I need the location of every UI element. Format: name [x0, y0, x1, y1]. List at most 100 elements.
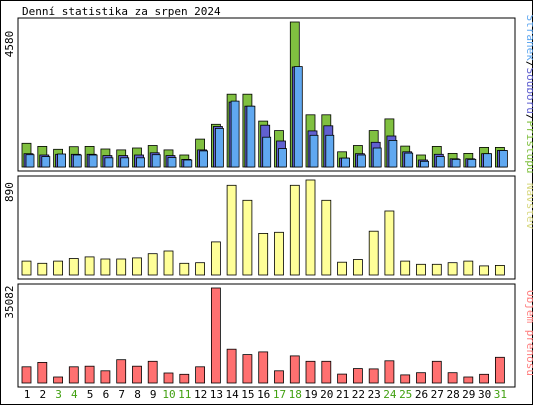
day-label-14: 14	[225, 388, 239, 401]
bar-visits-day-13	[210, 241, 221, 276]
bar-pages-day-29	[467, 158, 477, 168]
day-label-23: 23	[368, 388, 381, 401]
bar-pages-day-9	[151, 154, 161, 168]
bar-pages-day-28	[451, 158, 461, 168]
bar-visits-day-1	[21, 260, 32, 276]
bar-visits-day-17	[274, 231, 284, 276]
bar-pages-day-22	[356, 154, 366, 168]
bar-visits-day-31	[494, 264, 505, 276]
day-label-20: 20	[320, 388, 333, 401]
bar-volume-day-17	[274, 370, 284, 384]
day-label-1: 1	[24, 388, 31, 401]
bottom-legend: Objem přenosu	[524, 290, 533, 376]
bar-volume-day-1	[21, 366, 32, 384]
day-labels: 1 2 3 4 5 6 7 8 9 10 11 12 13 14 15 16 17 18 19 20 21 22 23 24 2…	[24, 388, 507, 401]
bar-volume-day-5	[84, 365, 95, 384]
bar-visits-day-10	[163, 250, 174, 276]
top-legend: Stránek/Souborů/Přístupů	[524, 15, 533, 174]
bar-pages-day-10	[167, 157, 177, 168]
bar-volume-day-12	[195, 366, 206, 384]
day-label-10: 10	[162, 388, 175, 401]
day-label-30: 30	[478, 388, 491, 401]
bar-pages-day-5	[88, 154, 98, 168]
day-label-16: 16	[257, 388, 270, 401]
bar-volume-day-13	[210, 287, 221, 384]
bar-visits-day-30	[479, 265, 490, 276]
bar-pages-day-2	[41, 156, 51, 168]
bar-visits-day-15	[242, 199, 253, 276]
legend-pages: Stránek	[524, 15, 533, 62]
legend-files: Souborů	[524, 68, 533, 114]
bar-volume-day-19	[305, 360, 316, 384]
panel-middle-frame	[17, 175, 516, 280]
bottom-panel-bars	[21, 287, 505, 384]
bar-visits-day-24	[384, 210, 395, 276]
bar-visits-day-22	[352, 259, 363, 276]
day-label-12: 12	[194, 388, 207, 401]
day-label-11: 11	[178, 388, 191, 401]
bar-visits-day-19	[305, 179, 316, 276]
day-label-13: 13	[210, 388, 223, 401]
day-label-29: 29	[462, 388, 475, 401]
day-label-21: 21	[336, 388, 349, 401]
bar-pages-day-6	[104, 157, 114, 168]
bar-visits-day-7	[116, 258, 127, 276]
bar-pages-day-17	[278, 148, 287, 168]
bar-visits-day-8	[132, 257, 142, 276]
middle-legend: Návštěv	[524, 183, 533, 230]
bar-pages-day-30	[483, 153, 493, 168]
bar-pages-day-24	[388, 139, 398, 168]
bar-pages-day-26	[420, 160, 429, 168]
bar-pages-day-23	[372, 147, 382, 168]
bar-volume-day-8	[132, 365, 142, 384]
day-label-25: 25	[399, 388, 412, 401]
bar-volume-day-4	[68, 366, 79, 384]
bar-pages-day-4	[72, 154, 82, 168]
bar-visits-day-4	[68, 258, 79, 276]
bar-volume-day-16	[258, 351, 269, 384]
bar-pages-day-18	[293, 66, 303, 168]
day-label-6: 6	[103, 388, 110, 401]
legend-sep-1: /	[524, 61, 533, 68]
bar-visits-day-25	[400, 260, 411, 276]
bar-visits-day-12	[195, 262, 206, 276]
bar-volume-day-31	[494, 356, 505, 384]
day-label-31: 31	[494, 388, 507, 401]
bar-pages-day-11	[183, 159, 193, 168]
day-label-19: 19	[304, 388, 317, 401]
bar-pages-day-21	[341, 157, 351, 168]
bar-visits-day-14	[226, 184, 237, 276]
day-label-27: 27	[431, 388, 444, 401]
bar-volume-day-10	[163, 372, 174, 384]
bar-visits-day-28	[447, 262, 458, 276]
bar-visits-day-9	[147, 253, 158, 276]
middle-ymax-label: 890	[3, 182, 16, 202]
day-label-22: 22	[352, 388, 365, 401]
bar-volume-day-29	[463, 376, 474, 384]
bar-volume-day-6	[100, 370, 111, 384]
bottom-ymax-label: 35082	[3, 285, 16, 318]
bar-pages-day-7	[120, 157, 130, 168]
bar-visits-day-26	[416, 263, 426, 276]
bar-visits-day-23	[368, 230, 379, 276]
bar-visits-day-29	[463, 260, 474, 276]
top-panel-bars	[21, 21, 508, 168]
day-label-4: 4	[71, 388, 78, 401]
bar-pages-day-12	[199, 150, 209, 168]
day-label-8: 8	[134, 388, 141, 401]
bar-visits-day-3	[53, 260, 63, 276]
bar-visits-day-20	[321, 199, 332, 276]
bar-volume-day-22	[352, 368, 363, 384]
panel-top-frame	[17, 17, 516, 172]
bar-visits-day-2	[37, 262, 48, 276]
bar-volume-day-27	[431, 360, 442, 384]
bar-volume-day-18	[289, 355, 300, 384]
day-label-5: 5	[87, 388, 94, 401]
day-label-3: 3	[55, 388, 62, 401]
bar-visits-day-5	[84, 256, 95, 276]
bar-visits-day-18	[289, 184, 300, 276]
bar-visits-day-27	[431, 263, 442, 276]
bar-pages-day-3	[57, 153, 66, 168]
day-label-7: 7	[118, 388, 125, 401]
